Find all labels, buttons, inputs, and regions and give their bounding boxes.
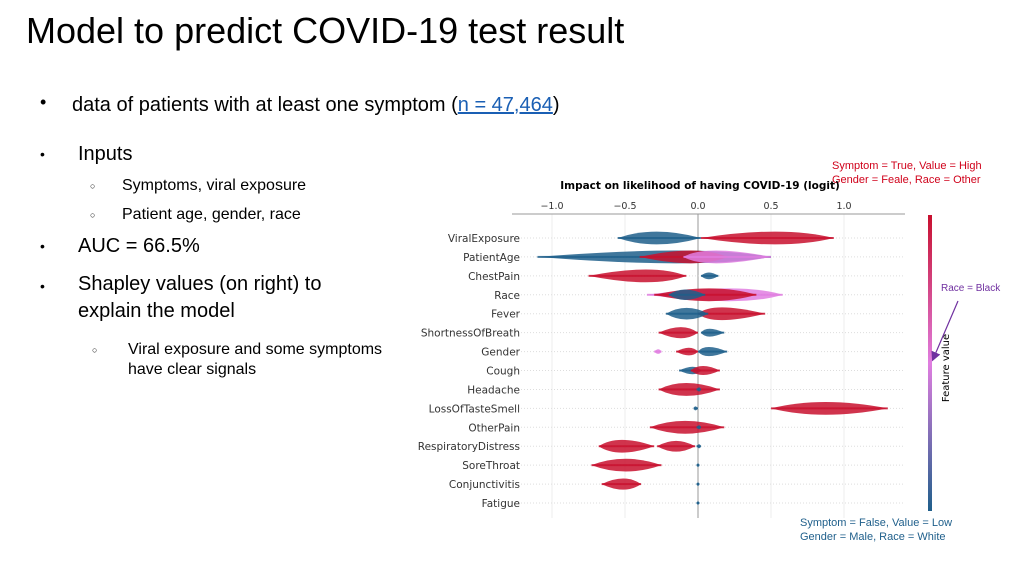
shap-cluster (690, 365, 720, 376)
bullet-icon: • (40, 238, 45, 254)
bullet-inputs: Inputs (78, 143, 133, 165)
shap-cluster (601, 478, 642, 490)
bullet-icon: • (40, 278, 45, 294)
bullet-shapley-line2: explain the model (78, 300, 235, 322)
shap-cluster (698, 307, 766, 321)
feature-label: Gender (481, 347, 520, 359)
bullet-auc: AUC = 66.5% (78, 235, 200, 257)
shap-cluster (617, 231, 701, 245)
shap-cluster (658, 383, 720, 396)
annotation-low: Symptom = False, Value = Low Gender = Ma… (800, 516, 952, 544)
feature-label: ShortnessOfBreath (421, 328, 520, 340)
feature-label: ViralExposure (448, 233, 520, 245)
feature-label: Conjunctivitis (449, 479, 520, 491)
shap-cluster (700, 328, 725, 337)
sub-bullet-icon: ○ (92, 345, 98, 355)
x-tick-label: 1.0 (836, 201, 851, 212)
sub-bullet-icon: ○ (90, 210, 96, 220)
feature-label: ChestPain (468, 271, 520, 283)
shap-cluster (696, 463, 700, 468)
shap-cluster (649, 420, 725, 434)
feature-label: PatientAge (463, 252, 520, 264)
shap-cluster (683, 250, 771, 264)
shap-cluster (591, 458, 662, 472)
bullet-shapley-line1: Shapley values (on right) to (78, 273, 322, 295)
shap-cluster (700, 231, 834, 245)
feature-label: Headache (467, 384, 520, 396)
bullet-data: data of patients with at least one sympt… (72, 94, 560, 117)
shap-cluster (696, 425, 701, 430)
sub-bullet: Patient age, gender, race (122, 206, 301, 223)
colorbar (928, 215, 932, 511)
shap-cluster (665, 307, 709, 320)
colorbar-label: Feature value (941, 334, 952, 402)
feature-label: Fever (491, 309, 521, 321)
shap-cluster (668, 289, 706, 301)
shap-cluster (588, 269, 687, 283)
sub-bullet: Symptoms, viral exposure (122, 177, 307, 194)
annotation-low-line2: Gender = Male, Race = White (800, 531, 946, 543)
shap-cluster (676, 347, 698, 356)
feature-label: RespiratoryDistress (418, 441, 520, 453)
sample-size-link[interactable]: n = 47,464 (457, 94, 553, 116)
slide-title: Model to predict COVID-19 test result (26, 10, 625, 51)
shap-cluster (658, 327, 698, 339)
x-tick-label: −1.0 (540, 201, 563, 212)
shap-cluster (654, 349, 662, 354)
shap-cluster (696, 444, 701, 449)
x-tick-label: 0.0 (690, 201, 705, 212)
annotation-low-line1: Symptom = False, Value = Low (800, 517, 953, 529)
sub-bullet-line1: Viral exposure and some symptoms (128, 341, 383, 358)
feature-label: SoreThroat (462, 460, 520, 472)
annotation-arrow (931, 300, 959, 362)
chart-title: Impact on likelihood of having COVID-19 … (560, 180, 840, 192)
feature-label: Fatigue (482, 498, 520, 510)
bullet-icon: • (40, 146, 45, 162)
shap-cluster (771, 401, 888, 415)
shap-cluster (598, 439, 655, 453)
shap-cluster (696, 482, 700, 486)
annotation-high-line2: Gender = Feale, Race = Other (832, 174, 981, 186)
bullet-text-end: ) (552, 94, 560, 116)
shap-cluster (696, 387, 701, 392)
feature-label: Race (494, 290, 520, 302)
feature-label: OtherPain (468, 422, 520, 434)
annotation-middle: Race = Black (941, 283, 1001, 294)
sub-bullet-line2: have clear signals (128, 361, 257, 378)
shap-cluster (696, 501, 700, 505)
bullet-text: data of patients with at least one sympt… (72, 94, 458, 116)
shap-cluster (657, 440, 696, 452)
feature-label: LossOfTasteSmell (429, 403, 520, 415)
shap-cluster (693, 406, 698, 411)
x-tick-label: 0.5 (763, 201, 778, 212)
annotation-high-line1: Symptom = True, Value = High (832, 160, 982, 172)
sub-bullet-icon: ○ (90, 181, 96, 191)
x-tick-label: −0.5 (613, 201, 636, 212)
bullet-icon: • (40, 92, 47, 112)
annotation-high: Symptom = True, Value = High Gender = Fe… (832, 159, 982, 187)
feature-label: Cough (486, 366, 520, 378)
shap-cluster (698, 347, 728, 357)
shap-cluster (700, 272, 719, 280)
